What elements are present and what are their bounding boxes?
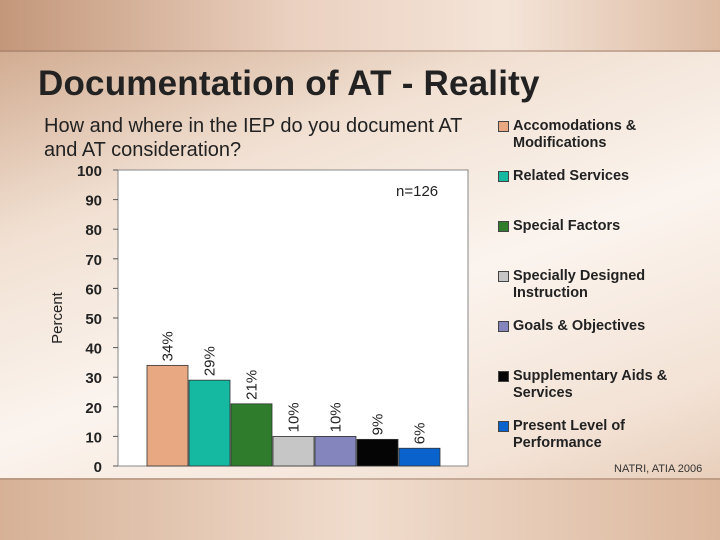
top-rule <box>0 50 720 52</box>
y-tick-label: 0 <box>94 459 102 476</box>
top-band <box>0 0 720 52</box>
bottom-band <box>0 478 720 540</box>
legend-label: Special Factors <box>513 218 621 234</box>
legend-swatch <box>498 171 509 182</box>
bar <box>356 438 399 467</box>
y-tick-label: 10 <box>85 429 102 446</box>
bar <box>272 435 315 467</box>
legend-swatch <box>498 271 509 282</box>
slide-title: Documentation of AT - Reality <box>38 64 540 103</box>
y-tick-label: 30 <box>85 370 102 387</box>
legend-label: Specially Designed Instruction <box>513 268 646 301</box>
legend-label: Accomodations & Modifications <box>513 118 637 151</box>
slide-subtitle: How and where in the IEP do you document… <box>44 115 463 161</box>
bar <box>146 364 189 467</box>
bar-value-label: 21% <box>244 370 261 400</box>
bar-value-label: 9% <box>370 414 387 436</box>
y-tick-label: 80 <box>85 222 102 239</box>
bar <box>188 379 231 467</box>
y-tick-label: 50 <box>85 311 102 328</box>
legend-swatch <box>498 421 509 432</box>
source-credit: NATRI, ATIA 2006 <box>614 463 703 475</box>
bar-value-label: 29% <box>202 346 219 376</box>
y-tick-label: 20 <box>85 400 102 417</box>
y-tick-label: 90 <box>85 193 102 210</box>
legend-label: Present Level of Performance <box>513 418 626 451</box>
y-tick-label: 40 <box>85 341 102 358</box>
bar <box>230 403 273 467</box>
y-tick-label: 70 <box>85 252 102 269</box>
legend-swatch <box>498 321 509 332</box>
legend-label: Supplementary Aids & Services <box>513 368 668 401</box>
legend-label: Related Services <box>513 168 630 184</box>
bar-value-label: 34% <box>160 331 177 361</box>
bar-value-label: 10% <box>328 402 345 432</box>
bar-value-label: 10% <box>286 402 303 432</box>
legend-label: Goals & Objectives <box>513 318 646 334</box>
y-tick-label: 100 <box>77 163 102 180</box>
bottom-rule <box>0 478 720 480</box>
bar <box>314 435 357 467</box>
bar-value-label: 6% <box>412 423 429 445</box>
legend-swatch <box>498 371 509 382</box>
legend-swatch <box>498 121 509 132</box>
bar <box>398 447 441 467</box>
y-axis-label: Percent <box>49 291 66 344</box>
sample-size-annotation: n=126 <box>396 183 438 200</box>
legend-swatch <box>498 221 509 232</box>
y-tick-label: 60 <box>85 281 102 298</box>
